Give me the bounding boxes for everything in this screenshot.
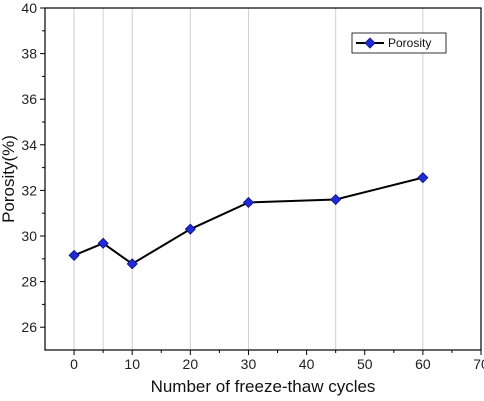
y-tick-label: 40 [21,0,37,16]
data-point [184,223,196,235]
series-layer [68,172,429,270]
y-tick-label: 34 [21,137,37,153]
tick-layer: 0 10 20 30 40 50 60 70 26 28 30 32 34 36 38 40 [21,0,484,372]
x-axis-title: Number of freeze-thaw cycles [151,377,376,396]
data-point [417,172,429,184]
y-axis-title: Porosity(%) [0,135,18,223]
x-tick-label: 10 [124,356,140,372]
x-tick-label: 50 [357,356,373,372]
legend-label: Porosity [388,36,431,50]
y-tick-label: 26 [21,319,37,335]
data-point [330,193,342,206]
legend-box [351,32,447,54]
y-tick-label: 28 [21,274,37,290]
x-tick-label: 30 [241,356,257,372]
data-point [68,249,80,261]
y-tick-label: 36 [21,91,37,107]
legend: Porosity [351,32,447,54]
data-point [242,196,255,209]
x-tick-label: 0 [70,356,78,372]
data-point [126,258,138,270]
y-tick-label: 30 [21,228,37,244]
y-tick-label: 32 [21,182,37,198]
x-tick-label: 20 [183,356,199,372]
y-tick-label: 38 [21,46,37,62]
x-tick-label: 60 [415,356,431,372]
grid-layer [73,8,424,350]
data-point [97,237,109,249]
x-tick-label: 70 [473,356,484,372]
legend-marker [364,37,376,49]
x-tick-label: 40 [299,356,315,372]
plot-frame [44,7,482,351]
